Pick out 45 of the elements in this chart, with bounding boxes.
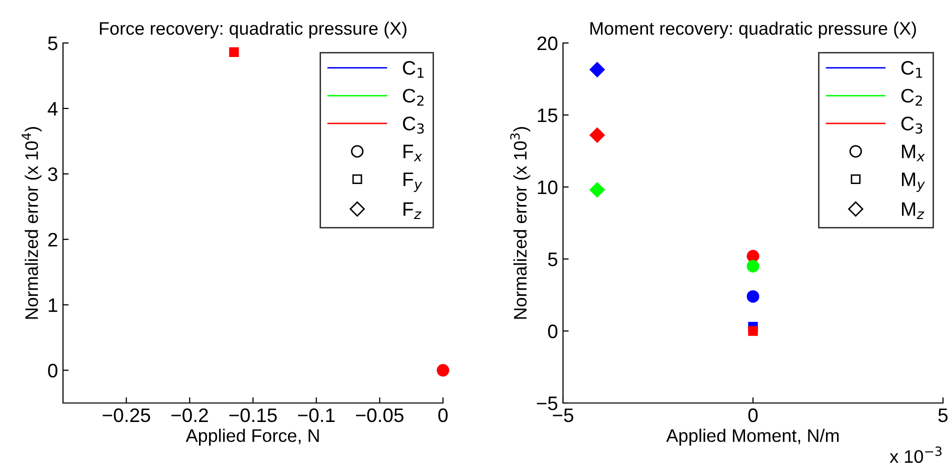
x-axis-title: Applied Force, N [186,428,319,446]
x-tick-label: −0.25 [102,408,150,422]
x-axis-title: Applied Moment, N/m [666,428,839,446]
legend-label: M$_{z}$ [902,202,924,219]
legend-label: C$_{3}$ [402,116,424,134]
x-tick-label: −0.1 [298,408,335,422]
y-tick-label: 0 [548,324,558,338]
y-axis-title: Normalized error (x 10$^{4}$) [22,127,42,319]
point [590,128,605,143]
point [746,290,760,303]
text: x 10$^{−3}$ [890,446,942,463]
legend-label: C$_{1}$ [402,60,424,78]
legend-label: F$_{x}$ [404,144,422,162]
legend-label: F$_{z}$ [404,202,422,219]
x-tick-label: −0.05 [356,408,404,422]
y-tick-label: 20 [537,36,558,50]
y-tick-label: 1 [48,298,58,312]
point [590,182,605,198]
chart-title: Moment recovery: quadratic pressure (X) [590,22,916,38]
x-tick-label: −0.15 [229,408,277,422]
y-tick-label: 5 [548,252,558,266]
y-tick-label: 0 [48,364,58,378]
y-tick-label: 4 [48,102,58,116]
chart-title: Force recovery: quadratic pressure (X) [100,22,406,38]
legend-label: C$_{3}$ [901,116,922,134]
x-tick-label: 0 [438,408,448,422]
y-tick-label: 5 [48,36,58,50]
y-tick-label: 10 [538,180,558,194]
legend-label: F$_{y}$ [404,172,422,192]
x-tick-label: −0.2 [171,408,208,422]
point [748,326,758,336]
legend-label: C$_{1}$ [901,60,922,78]
y-tick-label: 15 [538,108,558,122]
legend-label: M$_{y}$ [902,172,926,192]
point [590,62,605,78]
legend-label: C$_{2}$ [402,88,424,106]
legend-label: C$_{2}$ [901,88,922,106]
y-axis-title: Normalized error (x 10$^{3}$) [510,127,530,319]
x-tick-label: 0 [748,408,758,422]
y-tick-label: 3 [48,167,58,182]
y-tick-label: 2 [48,232,58,246]
x-tick-label: 5 [938,408,948,422]
y-tick-label: −5 [536,396,558,410]
legend-label: M$_{x}$ [902,144,925,162]
point [746,260,760,272]
